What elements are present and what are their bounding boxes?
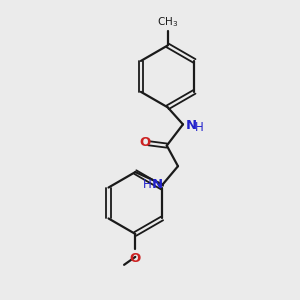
Text: O: O (139, 136, 150, 148)
Text: H: H (143, 178, 152, 191)
Text: O: O (130, 252, 141, 265)
Text: CH$_3$: CH$_3$ (157, 16, 178, 29)
Text: H: H (195, 122, 204, 134)
Text: N: N (152, 178, 163, 191)
Text: N: N (185, 119, 197, 132)
